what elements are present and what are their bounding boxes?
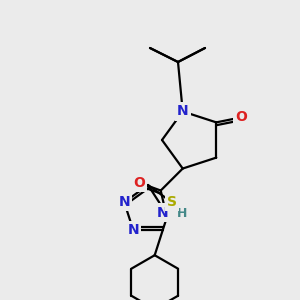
Text: S: S xyxy=(167,195,177,209)
Text: H: H xyxy=(177,207,187,220)
Text: O: O xyxy=(235,110,247,124)
Text: N: N xyxy=(177,104,188,118)
Text: N: N xyxy=(128,223,139,237)
Text: N: N xyxy=(157,206,169,220)
Text: O: O xyxy=(133,176,145,190)
Text: N: N xyxy=(118,195,130,209)
